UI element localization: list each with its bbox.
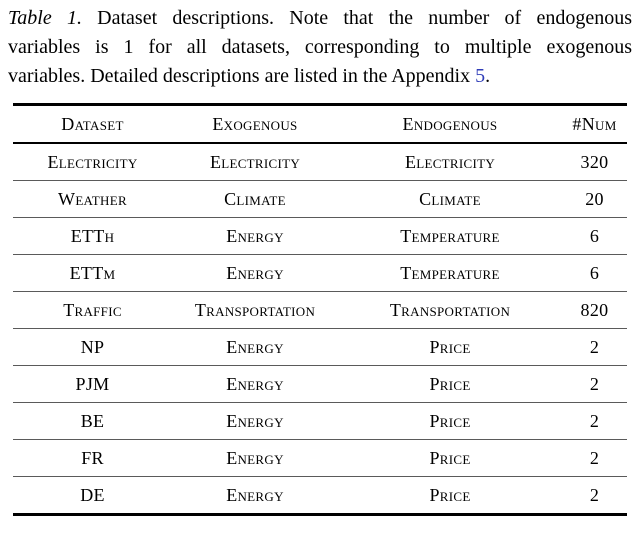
cell-num: 820 [562, 291, 627, 329]
cell-num: 20 [562, 180, 627, 218]
caption-line-1: Table 1. Dataset descriptions. Note that… [8, 4, 632, 33]
cell-num: 2 [589, 484, 600, 505]
cell-dataset: BE [13, 402, 172, 440]
cell-num: 2 [562, 365, 627, 403]
cell-num: 320 [562, 143, 627, 181]
table-row-np: NP Energy Price 2 [13, 328, 627, 366]
cell-num: 6 [562, 217, 627, 255]
cell-exogenous: Energy [172, 402, 338, 440]
cell-dataset: Weather [13, 180, 172, 218]
cell-endogenous: Price [338, 402, 562, 440]
caption-table-label: Table 1. [8, 7, 82, 29]
cell-endogenous: Climate [338, 180, 562, 218]
caption-line-3-text: variables. Detailed descriptions are lis… [8, 65, 476, 87]
cell-endogenous: Price [338, 328, 562, 366]
table-row-fr: FR Energy Price 2 [13, 439, 627, 477]
cell-dataset: Electricity [13, 143, 172, 181]
cell-exogenous: Energy [226, 484, 284, 505]
column-header-num: #Num [562, 104, 627, 144]
cell-endogenous: Temperature [338, 217, 562, 255]
caption-line-1-text: Dataset descriptions. Note that the numb… [81, 7, 632, 29]
dataset-table: Dataset Exogenous Endogenous #Num Electr… [13, 103, 627, 516]
table-row-weather: Weather Climate Climate 20 [13, 180, 627, 218]
table-row-ettm: ETTm Energy Temperature 6 [13, 254, 627, 292]
table-caption: Table 1. Dataset descriptions. Note that… [8, 4, 632, 91]
table-row-be: BE Energy Price 2 [13, 402, 627, 440]
caption-line-3-period: . [485, 65, 491, 87]
table-row-traffic: Traffic Transportation Transportation 82… [13, 291, 627, 329]
appendix-link[interactable]: 5 [475, 65, 486, 87]
cell-dataset: Traffic [13, 291, 172, 329]
cell-endogenous: Price [429, 484, 471, 505]
cell-exogenous: Climate [172, 180, 338, 218]
cell-num: 2 [562, 402, 627, 440]
cell-exogenous: Energy [172, 217, 338, 255]
table-row-electricity: Electricity Electricity Electricity 320 [13, 143, 627, 181]
cell-exogenous: Energy [172, 439, 338, 477]
cell-dataset: PJM [13, 365, 172, 403]
cell-endogenous: Price [338, 365, 562, 403]
cell-dataset: ETTm [13, 254, 172, 292]
column-header-exogenous: Exogenous [172, 104, 338, 144]
cell-exogenous: Electricity [172, 143, 338, 181]
column-header-endogenous: Endogenous [338, 104, 562, 144]
cell-exogenous: Energy [172, 328, 338, 366]
cell-endogenous: Temperature [338, 254, 562, 292]
cell-exogenous: Energy [172, 254, 338, 292]
table-row-etth: ETTh Energy Temperature 6 [13, 217, 627, 255]
cell-num: 2 [562, 439, 627, 477]
cell-dataset: ETTh [13, 217, 172, 255]
cell-endogenous: Electricity [338, 143, 562, 181]
table-row-pjm: PJM Energy Price 2 [13, 365, 627, 403]
table-header-row: Dataset Exogenous Endogenous #Num [13, 104, 627, 144]
column-header-dataset: Dataset [13, 104, 172, 144]
caption-line-2: variables is 1 for all datasets, corresp… [8, 36, 632, 58]
cell-endogenous: Transportation [338, 291, 562, 329]
caption-line-3: variables. Detailed descriptions are lis… [8, 62, 632, 91]
cell-num: 6 [562, 254, 627, 292]
cell-exogenous: Transportation [172, 291, 338, 329]
cell-endogenous: Price [338, 439, 562, 477]
cell-dataset: DE [80, 484, 105, 505]
cell-num: 2 [562, 328, 627, 366]
cell-dataset: FR [13, 439, 172, 477]
table-row-de: DE Energy Price 2 [13, 477, 627, 515]
cell-exogenous: Energy [172, 365, 338, 403]
cell-dataset: NP [13, 328, 172, 366]
